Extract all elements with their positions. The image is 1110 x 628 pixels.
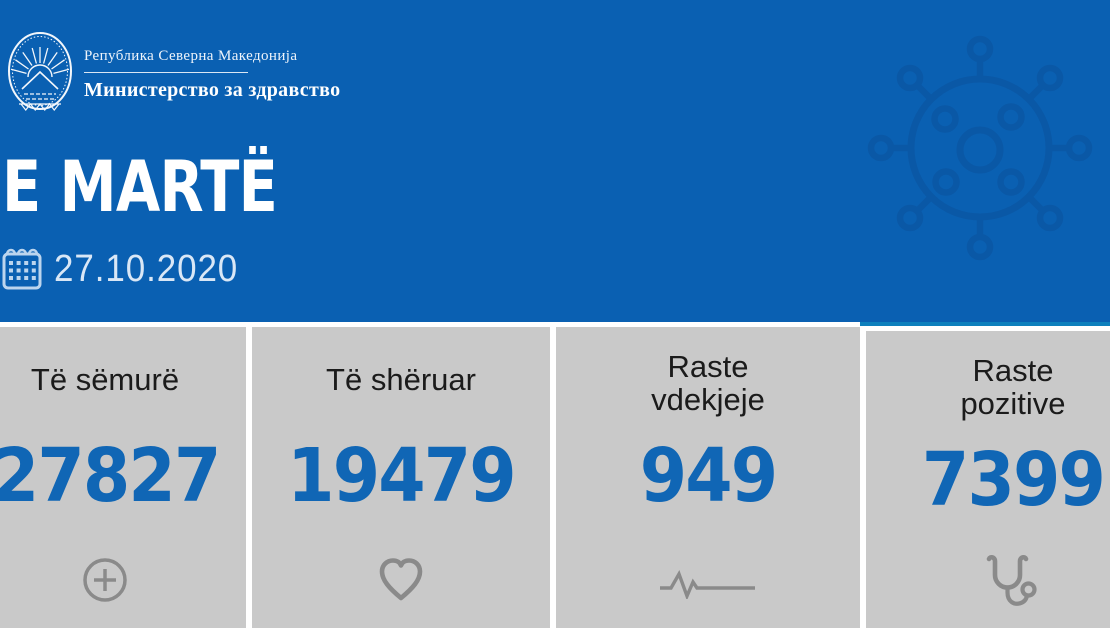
republic-name: Република Северна Македонија bbox=[84, 48, 298, 64]
stat-value: 949 bbox=[639, 433, 778, 519]
date-text: 27.10.2020 bbox=[54, 248, 239, 290]
stat-card-sick: Të sëmurë 27827 bbox=[0, 327, 246, 628]
ministry-name: Министерство за здравство bbox=[84, 79, 341, 101]
stat-label-line: pozitive bbox=[960, 386, 1066, 421]
divider-line bbox=[84, 72, 248, 73]
stethoscope-icon bbox=[891, 553, 1110, 615]
coat-of-arms-icon bbox=[8, 32, 72, 111]
stat-value: 7399 bbox=[921, 437, 1106, 523]
stat-label: Raste pozitive bbox=[891, 354, 1110, 420]
stat-label-line: Të sëmurë bbox=[30, 362, 180, 397]
stat-label-line: Raste bbox=[667, 349, 749, 384]
stats-cards: Të sëmurë 27827 Të shëruar 19 bbox=[0, 327, 1110, 628]
stat-card-positive-content: Raste pozitive 7399 bbox=[891, 331, 1110, 628]
pulse-icon bbox=[556, 569, 860, 599]
header: Република Северна Македонија Министерств… bbox=[0, 0, 1110, 322]
stat-card-deaths: Raste vdekjeje 949 bbox=[556, 327, 860, 628]
stat-card-deaths-content: Raste vdekjeje 949 bbox=[556, 327, 860, 628]
stat-label-line: Të shëruar bbox=[326, 362, 476, 397]
stat-value: 27827 bbox=[0, 433, 221, 519]
stat-label: Të sëmurë bbox=[0, 363, 228, 396]
stat-label: Të shëruar bbox=[252, 363, 550, 396]
stat-card-recovered-content: Të shëruar 19479 bbox=[252, 327, 550, 628]
stat-label-line: vdekjeje bbox=[651, 382, 765, 417]
stat-label: Raste vdekjeje bbox=[556, 350, 860, 416]
day-title: E MARTË bbox=[2, 146, 278, 228]
stat-card-recovered: Të shëruar 19479 bbox=[252, 327, 550, 628]
date-row: 27.10.2020 bbox=[2, 244, 254, 291]
gov-titles: Република Северна Македонија Министерств… bbox=[84, 48, 340, 102]
stat-card-positive: Raste pozitive 7399 bbox=[866, 331, 1110, 628]
calendar-icon bbox=[2, 248, 42, 289]
plus-circle-icon bbox=[0, 557, 228, 603]
stat-label-line: Raste bbox=[972, 353, 1054, 388]
header-seam bbox=[860, 322, 1110, 326]
stat-card-sick-content: Të sëmurë 27827 bbox=[0, 327, 228, 628]
heart-icon bbox=[252, 557, 550, 603]
virus-icon bbox=[867, 35, 1093, 261]
stat-value: 19479 bbox=[287, 433, 516, 519]
